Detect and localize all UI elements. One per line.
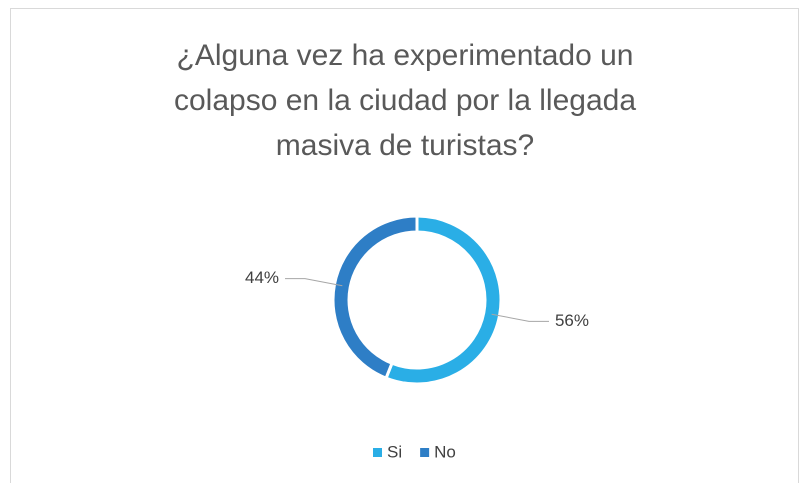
leader-line (285, 278, 343, 287)
donut-slice (384, 214, 503, 386)
leader-line (491, 313, 549, 322)
donut-slice (331, 214, 419, 381)
legend-label: No (434, 442, 456, 461)
data-label: 56% (555, 311, 589, 330)
legend-label: Si (387, 442, 402, 461)
chart-title: ¿Alguna vez ha experimentado un colapso … (174, 39, 636, 162)
chart-frame (10, 8, 799, 483)
legend-swatch (373, 448, 382, 457)
legend-swatch (420, 448, 430, 457)
data-label: 44% (245, 268, 279, 287)
